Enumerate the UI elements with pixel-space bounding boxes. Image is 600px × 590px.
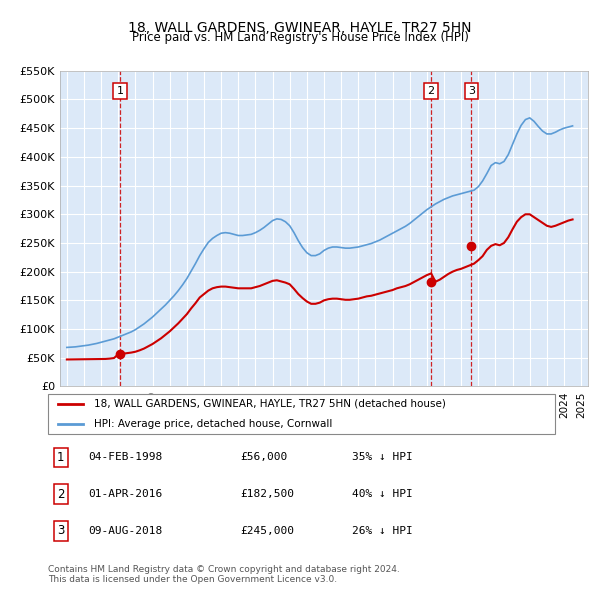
Text: HPI: Average price, detached house, Cornwall: HPI: Average price, detached house, Corn…	[94, 419, 332, 428]
Text: 01-APR-2016: 01-APR-2016	[89, 489, 163, 499]
Text: 40% ↓ HPI: 40% ↓ HPI	[352, 489, 413, 499]
Text: 3: 3	[57, 525, 64, 537]
Text: 09-AUG-2018: 09-AUG-2018	[89, 526, 163, 536]
Text: 18, WALL GARDENS, GWINEAR, HAYLE, TR27 5HN (detached house): 18, WALL GARDENS, GWINEAR, HAYLE, TR27 5…	[94, 399, 446, 408]
Text: 3: 3	[468, 86, 475, 96]
Text: 35% ↓ HPI: 35% ↓ HPI	[352, 453, 413, 463]
FancyBboxPatch shape	[48, 394, 555, 434]
Text: 2: 2	[428, 86, 435, 96]
Text: Price paid vs. HM Land Registry's House Price Index (HPI): Price paid vs. HM Land Registry's House …	[131, 31, 469, 44]
Text: 26% ↓ HPI: 26% ↓ HPI	[352, 526, 413, 536]
Text: 1: 1	[116, 86, 124, 96]
Text: £56,000: £56,000	[241, 453, 288, 463]
Text: 04-FEB-1998: 04-FEB-1998	[89, 453, 163, 463]
Text: £245,000: £245,000	[241, 526, 295, 536]
Text: 1: 1	[57, 451, 64, 464]
Text: Contains HM Land Registry data © Crown copyright and database right 2024.
This d: Contains HM Land Registry data © Crown c…	[48, 565, 400, 584]
Text: 18, WALL GARDENS, GWINEAR, HAYLE, TR27 5HN: 18, WALL GARDENS, GWINEAR, HAYLE, TR27 5…	[128, 21, 472, 35]
Text: £182,500: £182,500	[241, 489, 295, 499]
Text: 2: 2	[57, 487, 64, 501]
